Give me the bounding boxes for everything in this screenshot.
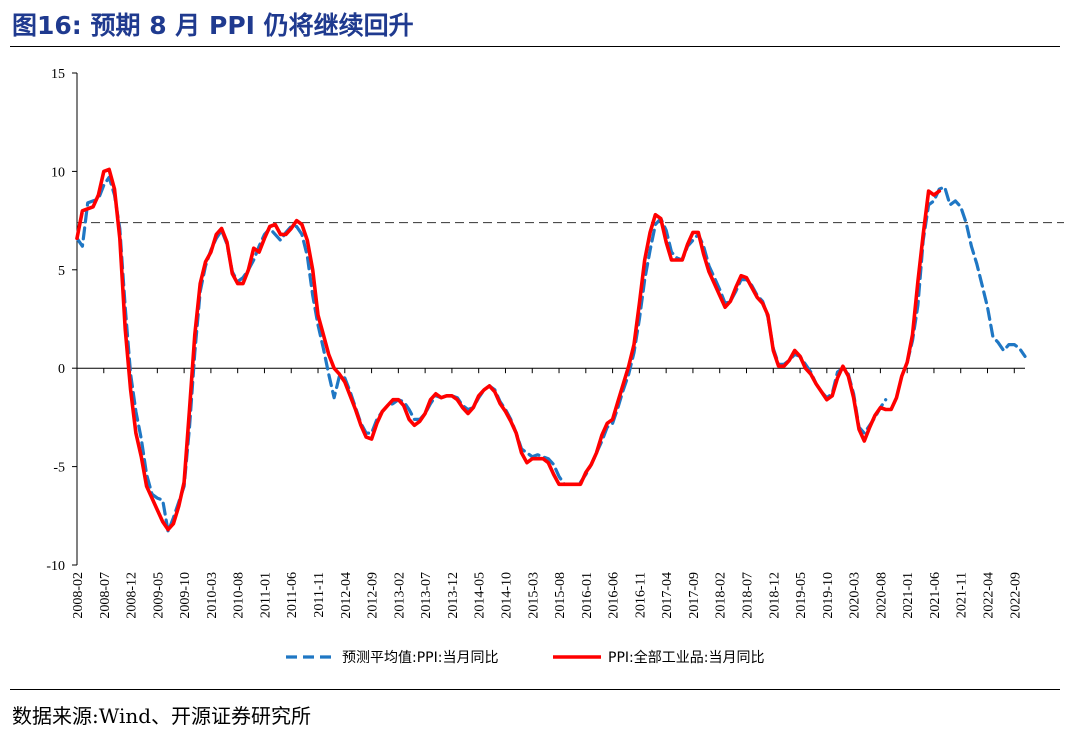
y-tick-label: 10 bbox=[51, 165, 65, 180]
x-tick-label: 2022-04 bbox=[982, 572, 997, 619]
x-tick-label: 2018-02 bbox=[714, 572, 729, 619]
x-tick-label: 2012-04 bbox=[339, 572, 354, 619]
x-tick-label: 2013-12 bbox=[446, 572, 461, 619]
x-tick-label: 2009-05 bbox=[151, 572, 166, 619]
x-tick-label: 2010-03 bbox=[205, 572, 220, 619]
x-tick-label: 2010-08 bbox=[232, 572, 247, 619]
x-tick-label: 2017-04 bbox=[660, 572, 675, 619]
x-tick-label: 2014-05 bbox=[473, 572, 488, 619]
y-tick-label: -10 bbox=[46, 559, 65, 574]
x-tick-label: 2016-11 bbox=[633, 572, 648, 618]
series-actual-line bbox=[75, 167, 942, 532]
x-tick-label: 2019-05 bbox=[794, 572, 809, 619]
x-tick-label: 2020-08 bbox=[874, 572, 889, 619]
legend-forecast-label: 预测平均值:PPI:当月同比 bbox=[342, 650, 498, 666]
y-tick-label: 0 bbox=[58, 362, 65, 377]
x-tick-label: 2008-07 bbox=[98, 572, 113, 619]
x-tick-label: 2008-02 bbox=[71, 572, 86, 619]
series-lines bbox=[75, 167, 1027, 534]
top-rule bbox=[10, 46, 1060, 47]
x-tick-label: 2013-02 bbox=[392, 572, 407, 619]
y-tick-label: -5 bbox=[53, 461, 65, 476]
x-tick-label: 2015-08 bbox=[553, 572, 568, 619]
legend-actual-label: PPI:全部工业品:当月同比 bbox=[608, 649, 764, 666]
legend: 预测平均值:PPI:当月同比 PPI:全部工业品:当月同比 bbox=[286, 649, 764, 666]
x-tick-label: 2018-07 bbox=[740, 572, 755, 619]
x-tick-label: 2021-06 bbox=[928, 572, 943, 619]
x-tick-label: 2008-12 bbox=[125, 572, 140, 619]
x-tick-label: 2021-11 bbox=[955, 572, 970, 618]
x-tick-label: 2015-03 bbox=[526, 572, 541, 619]
axes: 15 10 5 0 -5 -10 2008-02 2008-07 2008-12 2009-05 2… bbox=[46, 67, 1025, 619]
x-tick-label: 2017-09 bbox=[687, 572, 702, 619]
x-tick-label: 2009-10 bbox=[178, 572, 193, 619]
x-tick-label: 2012-09 bbox=[366, 572, 381, 619]
y-tick-label: 5 bbox=[58, 264, 65, 279]
x-tick-label: 2020-03 bbox=[848, 572, 863, 619]
x-tick-label: 2016-06 bbox=[607, 572, 622, 619]
x-tick-label: 2022-09 bbox=[1008, 572, 1023, 619]
bottom-rule bbox=[10, 689, 1060, 690]
source-note: 数据来源:Wind、开源证券研究所 bbox=[12, 704, 312, 728]
x-tick-label: 2013-07 bbox=[419, 572, 434, 619]
x-tick-label: 2014-10 bbox=[499, 572, 514, 619]
x-tick-label: 2019-10 bbox=[821, 572, 836, 619]
x-tick-label: 2011-01 bbox=[258, 572, 273, 618]
x-tick-label: 2011-06 bbox=[285, 572, 300, 618]
y-tick-label: 15 bbox=[51, 67, 65, 82]
chart-title: 图16: 预期 8 月 PPI 仍将继续回升 bbox=[12, 11, 414, 40]
x-tick-label: 2011-11 bbox=[312, 572, 327, 618]
x-tick-label: 2021-01 bbox=[901, 572, 916, 619]
x-tick-label: 2018-12 bbox=[767, 572, 782, 619]
x-tick-label: 2016-01 bbox=[580, 572, 595, 619]
